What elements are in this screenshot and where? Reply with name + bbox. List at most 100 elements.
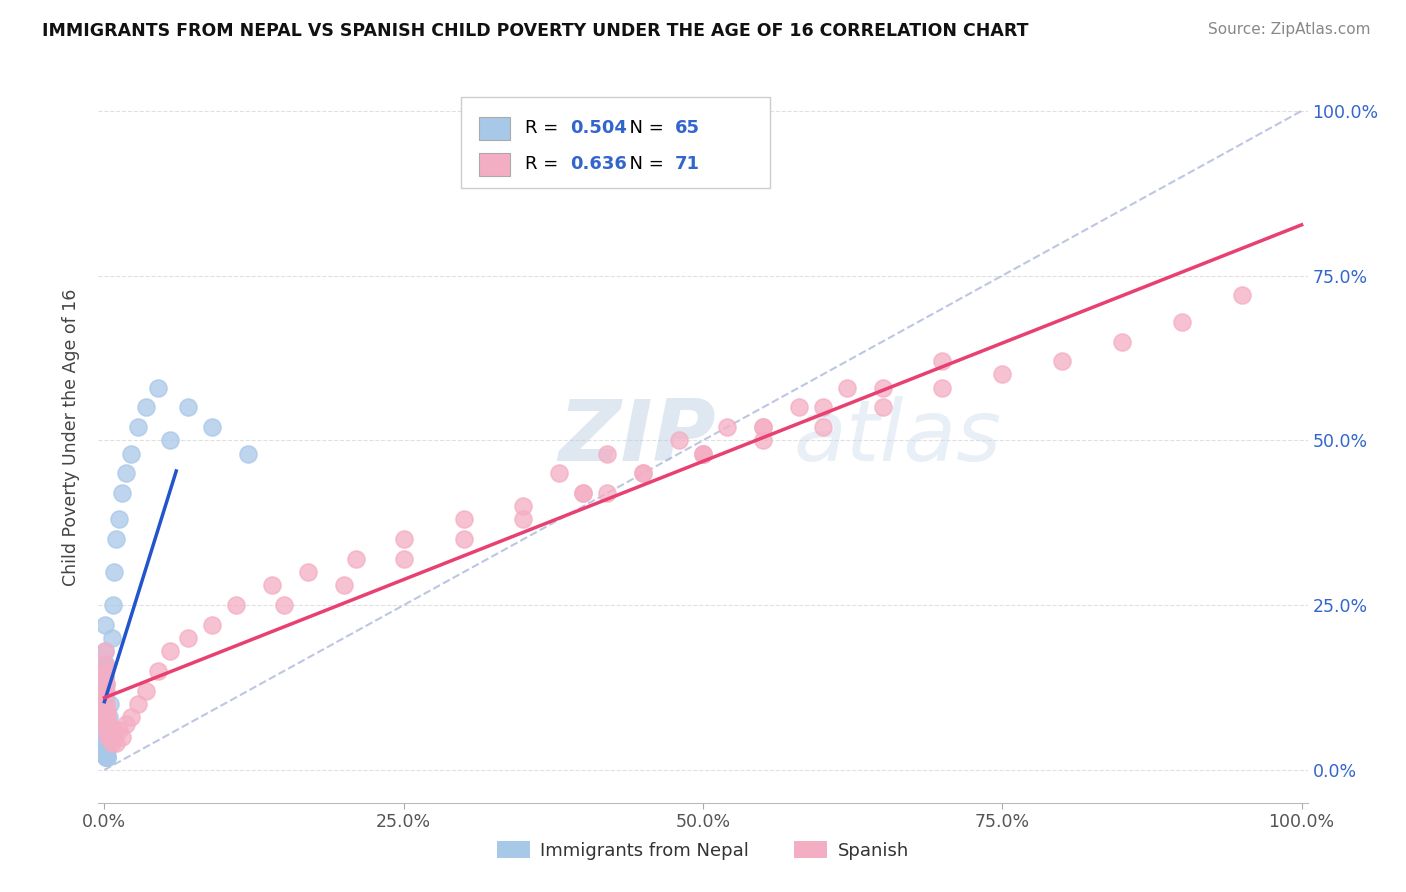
- Point: [392, 552, 415, 566]
- Point: [94, 730, 117, 744]
- Point: [596, 446, 619, 460]
- Text: Source: ZipAtlas.com: Source: ZipAtlas.com: [1208, 22, 1371, 37]
- Point: [872, 401, 894, 415]
- Point: [872, 381, 894, 395]
- Point: [97, 730, 120, 744]
- Point: [115, 716, 138, 731]
- Point: [631, 467, 654, 481]
- Point: [94, 743, 117, 757]
- Point: [94, 671, 117, 685]
- Point: [97, 716, 120, 731]
- Point: [512, 500, 534, 514]
- Point: [94, 716, 117, 731]
- Point: [94, 657, 117, 672]
- Point: [596, 486, 619, 500]
- Point: [1230, 288, 1253, 302]
- Point: [333, 578, 356, 592]
- Point: [94, 697, 117, 711]
- Point: [94, 730, 117, 744]
- Point: [716, 420, 738, 434]
- Text: 0.636: 0.636: [569, 155, 627, 173]
- FancyBboxPatch shape: [461, 97, 769, 188]
- Point: [297, 565, 319, 579]
- Point: [96, 749, 118, 764]
- Point: [96, 704, 118, 718]
- Point: [96, 737, 118, 751]
- Point: [94, 657, 117, 672]
- Legend: Immigrants from Nepal, Spanish: Immigrants from Nepal, Spanish: [489, 834, 917, 867]
- Point: [135, 683, 157, 698]
- Point: [107, 512, 129, 526]
- Point: [94, 704, 117, 718]
- Point: [148, 664, 170, 678]
- Point: [107, 723, 129, 738]
- Point: [135, 401, 157, 415]
- Point: [96, 749, 118, 764]
- Point: [100, 730, 122, 744]
- Text: atlas: atlas: [793, 395, 1001, 479]
- Point: [991, 368, 1014, 382]
- Point: [159, 644, 181, 658]
- Point: [94, 618, 117, 632]
- Point: [94, 704, 117, 718]
- Point: [94, 644, 117, 658]
- Point: [260, 578, 283, 592]
- Point: [94, 716, 117, 731]
- Y-axis label: Child Poverty Under the Age of 16: Child Poverty Under the Age of 16: [62, 288, 80, 586]
- Point: [94, 716, 117, 731]
- Point: [96, 749, 118, 764]
- Point: [512, 512, 534, 526]
- Point: [111, 730, 134, 744]
- Point: [94, 737, 117, 751]
- Point: [94, 671, 117, 685]
- Point: [115, 467, 138, 481]
- Point: [94, 657, 117, 672]
- Point: [127, 697, 149, 711]
- Point: [94, 644, 117, 658]
- Point: [94, 671, 117, 685]
- Text: ZIP: ZIP: [558, 395, 716, 479]
- Point: [94, 723, 117, 738]
- Point: [94, 743, 117, 757]
- Point: [94, 697, 117, 711]
- Point: [225, 598, 247, 612]
- Point: [98, 723, 121, 738]
- Point: [111, 486, 134, 500]
- Point: [835, 381, 858, 395]
- Point: [692, 446, 714, 460]
- Point: [94, 710, 117, 724]
- Point: [97, 716, 120, 731]
- Point: [96, 743, 118, 757]
- Point: [96, 743, 118, 757]
- Point: [201, 618, 224, 632]
- Point: [572, 486, 595, 500]
- Point: [105, 737, 128, 751]
- Point: [101, 723, 124, 738]
- Point: [668, 434, 690, 448]
- Point: [572, 486, 595, 500]
- Point: [692, 446, 714, 460]
- Point: [100, 737, 122, 751]
- Point: [344, 552, 367, 566]
- Point: [94, 683, 117, 698]
- Text: IMMIGRANTS FROM NEPAL VS SPANISH CHILD POVERTY UNDER THE AGE OF 16 CORRELATION C: IMMIGRANTS FROM NEPAL VS SPANISH CHILD P…: [42, 22, 1029, 40]
- Point: [94, 697, 117, 711]
- Point: [94, 723, 117, 738]
- Point: [94, 690, 117, 705]
- Point: [96, 710, 118, 724]
- Point: [94, 664, 117, 678]
- Point: [98, 710, 121, 724]
- Point: [96, 677, 118, 691]
- Point: [931, 381, 953, 395]
- Point: [811, 420, 834, 434]
- Text: N =: N =: [619, 155, 669, 173]
- Point: [94, 710, 117, 724]
- Point: [787, 401, 810, 415]
- Point: [120, 710, 142, 724]
- Point: [94, 697, 117, 711]
- FancyBboxPatch shape: [479, 153, 509, 176]
- Text: 65: 65: [675, 120, 700, 137]
- Point: [94, 737, 117, 751]
- Point: [236, 446, 259, 460]
- Point: [100, 631, 122, 645]
